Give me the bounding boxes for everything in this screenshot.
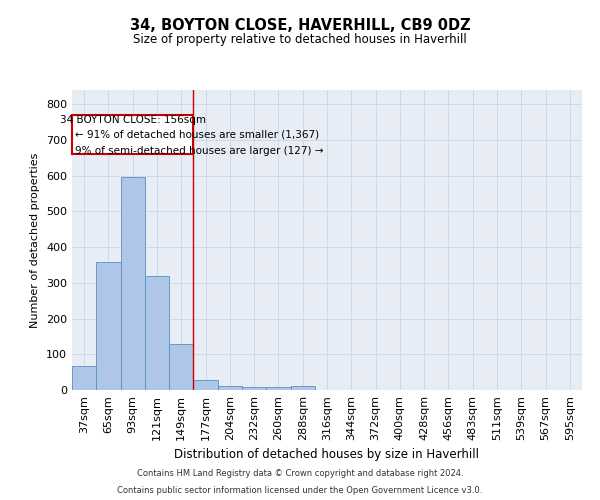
Text: Contains HM Land Registry data © Crown copyright and database right 2024.: Contains HM Land Registry data © Crown c… [137,468,463,477]
Bar [145,276,169,390]
Bar [96,262,121,390]
Text: 34, BOYTON CLOSE, HAVERHILL, CB9 0DZ: 34, BOYTON CLOSE, HAVERHILL, CB9 0DZ [130,18,470,32]
Bar [290,386,315,390]
Text: Contains public sector information licensed under the Open Government Licence v3: Contains public sector information licen… [118,486,482,495]
Bar [169,344,193,390]
Text: 9% of semi-detached houses are larger (127) →: 9% of semi-detached houses are larger (1… [74,146,323,156]
FancyBboxPatch shape [72,115,193,154]
Bar [72,366,96,390]
Bar [121,177,145,390]
Bar [218,386,242,390]
Bar [242,387,266,390]
Text: 34 BOYTON CLOSE: 156sqm: 34 BOYTON CLOSE: 156sqm [60,114,206,124]
Text: ← 91% of detached houses are smaller (1,367): ← 91% of detached houses are smaller (1,… [74,130,319,140]
Y-axis label: Number of detached properties: Number of detached properties [31,152,40,328]
X-axis label: Distribution of detached houses by size in Haverhill: Distribution of detached houses by size … [175,448,479,462]
Text: Size of property relative to detached houses in Haverhill: Size of property relative to detached ho… [133,32,467,46]
Bar [193,380,218,390]
Bar [266,387,290,390]
